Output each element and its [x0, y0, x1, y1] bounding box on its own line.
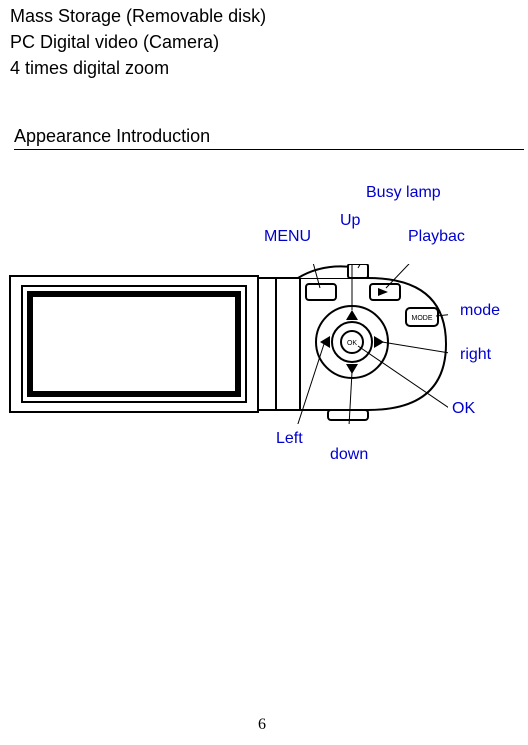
- label-menu: MENU: [264, 228, 311, 246]
- label-mode: mode: [460, 302, 500, 320]
- svg-text:OK: OK: [347, 340, 357, 347]
- feature-digital-zoom: 4 times digital zoom: [10, 58, 169, 79]
- label-down: down: [330, 446, 368, 464]
- label-left: Left: [276, 430, 303, 448]
- camcorder-diagram: MODE OK: [8, 264, 448, 424]
- label-ok: OK: [452, 400, 475, 418]
- label-busy-lamp: Busy lamp: [366, 184, 441, 202]
- section-heading-appearance: Appearance Introduction: [14, 126, 524, 150]
- label-right: right: [460, 346, 491, 364]
- svg-text:MODE: MODE: [412, 315, 433, 322]
- feature-pc-digital-video: PC Digital video (Camera): [10, 32, 219, 53]
- page-number: 6: [258, 716, 266, 734]
- label-playback: Playbac: [408, 228, 465, 246]
- label-up: Up: [340, 212, 360, 230]
- feature-mass-storage: Mass Storage (Removable disk): [10, 6, 266, 27]
